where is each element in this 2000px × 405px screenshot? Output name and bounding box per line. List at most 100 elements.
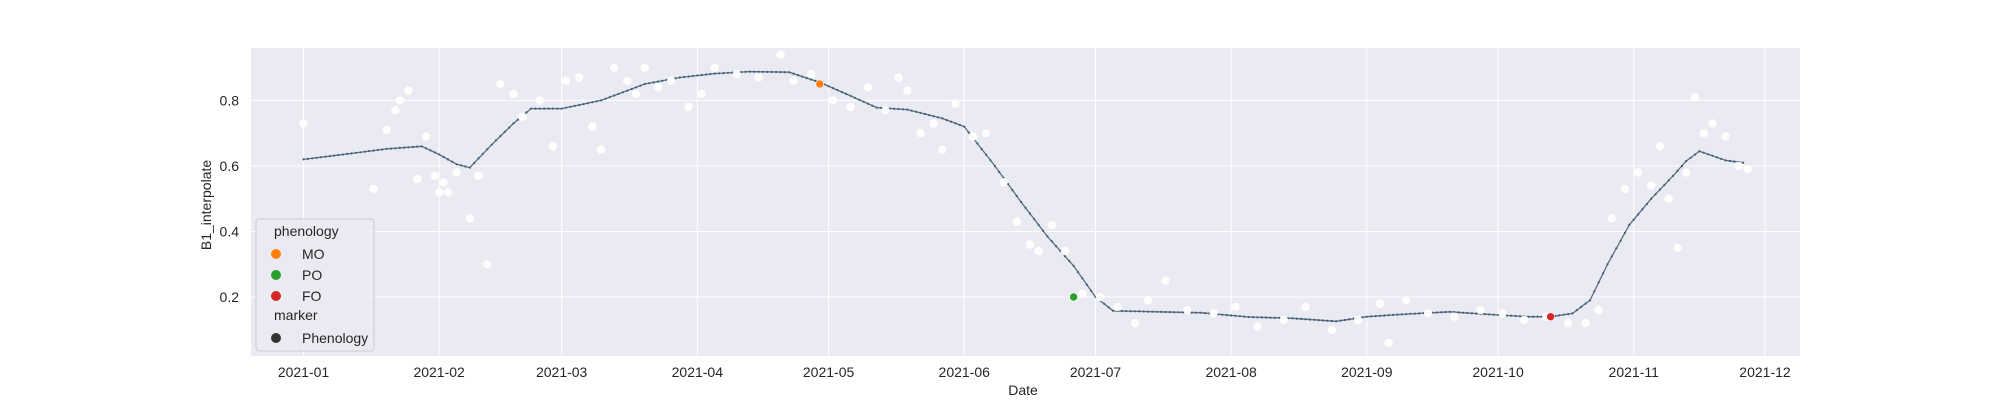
curve-point <box>1689 156 1692 159</box>
curve-point <box>1418 312 1421 315</box>
curve-point <box>1317 319 1320 322</box>
legend: phenology MO PO FO marker Phenology <box>255 218 375 352</box>
curve-point <box>1335 320 1338 323</box>
raw-point <box>1384 338 1393 348</box>
curve-point <box>600 99 603 102</box>
curve-point <box>1440 311 1443 314</box>
legend-label-phenology: Phenology <box>302 330 368 346</box>
raw-point <box>509 89 518 99</box>
curve-point <box>910 109 913 112</box>
curve-point <box>608 96 611 99</box>
curve-point <box>477 157 480 160</box>
phenology-point-fo <box>1546 312 1555 322</box>
y-tick-label: 0.4 <box>220 223 240 239</box>
raw-point <box>1664 194 1673 203</box>
raw-point <box>404 86 413 95</box>
curve-point <box>941 117 944 120</box>
curve-point <box>1658 188 1662 191</box>
raw-point <box>1673 243 1682 253</box>
curve-point <box>302 158 305 161</box>
raw-point <box>828 96 838 105</box>
curve-point <box>796 74 800 77</box>
curve-point <box>643 82 646 86</box>
curve-point <box>906 108 909 111</box>
raw-point <box>1301 302 1310 312</box>
curve-point <box>1300 317 1303 320</box>
raw-point <box>1423 309 1433 318</box>
curve-point <box>1610 255 1613 258</box>
curve-point <box>516 118 520 121</box>
curve-point <box>486 148 489 151</box>
curve-point <box>1011 188 1014 192</box>
curve-point <box>967 131 970 134</box>
curve-point <box>722 72 725 75</box>
curve-point <box>328 155 331 158</box>
curve-point <box>403 146 406 149</box>
raw-point <box>789 76 798 86</box>
curve-point <box>1225 314 1228 317</box>
curve-point <box>985 153 988 156</box>
curve-point <box>1457 311 1460 314</box>
raw-point <box>1563 319 1573 328</box>
curve-point <box>1133 310 1136 313</box>
curve-point <box>1181 311 1185 314</box>
curve-point <box>595 100 598 103</box>
curve-point <box>1606 263 1609 266</box>
x-tick-label: 2021-05 <box>803 364 855 380</box>
raw-point <box>535 96 544 105</box>
curve-point <box>1597 281 1600 284</box>
curve-point <box>1230 314 1233 317</box>
raw-point <box>938 145 947 154</box>
curve-point <box>783 71 786 74</box>
curve-point <box>350 152 353 155</box>
raw-point <box>1231 302 1240 312</box>
curve-point <box>897 107 900 111</box>
raw-point <box>391 106 400 115</box>
curve-point <box>713 72 716 75</box>
curve-point <box>1304 318 1307 321</box>
curve-point <box>1028 212 1031 215</box>
raw-point <box>1708 119 1717 128</box>
raw-point <box>1633 168 1643 177</box>
curve-point <box>1378 314 1381 317</box>
x-tick-label: 2021-11 <box>1609 364 1660 380</box>
raw-point <box>610 63 619 72</box>
raw-point <box>299 119 308 128</box>
x-tick-label: 2021-12 <box>1739 364 1791 380</box>
y-tick-label: 0.8 <box>220 92 240 108</box>
raw-point <box>846 102 855 112</box>
curve-point <box>1265 316 1268 319</box>
curve-point <box>363 150 366 153</box>
curve-point <box>416 145 419 148</box>
curve-point <box>1243 315 1246 318</box>
raw-point <box>1353 315 1363 325</box>
curve-point <box>1370 315 1373 318</box>
raw-point <box>465 214 474 223</box>
curve-point <box>748 70 751 73</box>
curve-point <box>512 122 515 125</box>
curve-point <box>687 75 690 78</box>
curve-point <box>333 154 336 157</box>
x-tick-label: 2021-09 <box>1341 364 1393 380</box>
curve-point <box>770 70 773 74</box>
curve-point <box>1409 312 1412 315</box>
curve-point <box>1164 310 1167 314</box>
raw-point <box>596 145 606 154</box>
raw-point <box>413 174 422 184</box>
curve-point <box>324 155 327 158</box>
curve-point <box>1536 315 1539 318</box>
curve-point <box>1330 319 1333 323</box>
raw-point <box>1721 132 1730 141</box>
raw-point <box>443 188 453 197</box>
curve-point <box>556 107 559 110</box>
curve-point <box>1742 161 1745 164</box>
x-tick-label: 2021-06 <box>939 364 991 380</box>
curve-point <box>1081 277 1084 280</box>
legend-marker-title: marker <box>274 307 318 323</box>
curve-point <box>871 104 874 107</box>
raw-point <box>421 132 431 141</box>
curve-point <box>661 79 664 82</box>
curve-point <box>1584 302 1587 305</box>
curve-point <box>547 107 550 110</box>
